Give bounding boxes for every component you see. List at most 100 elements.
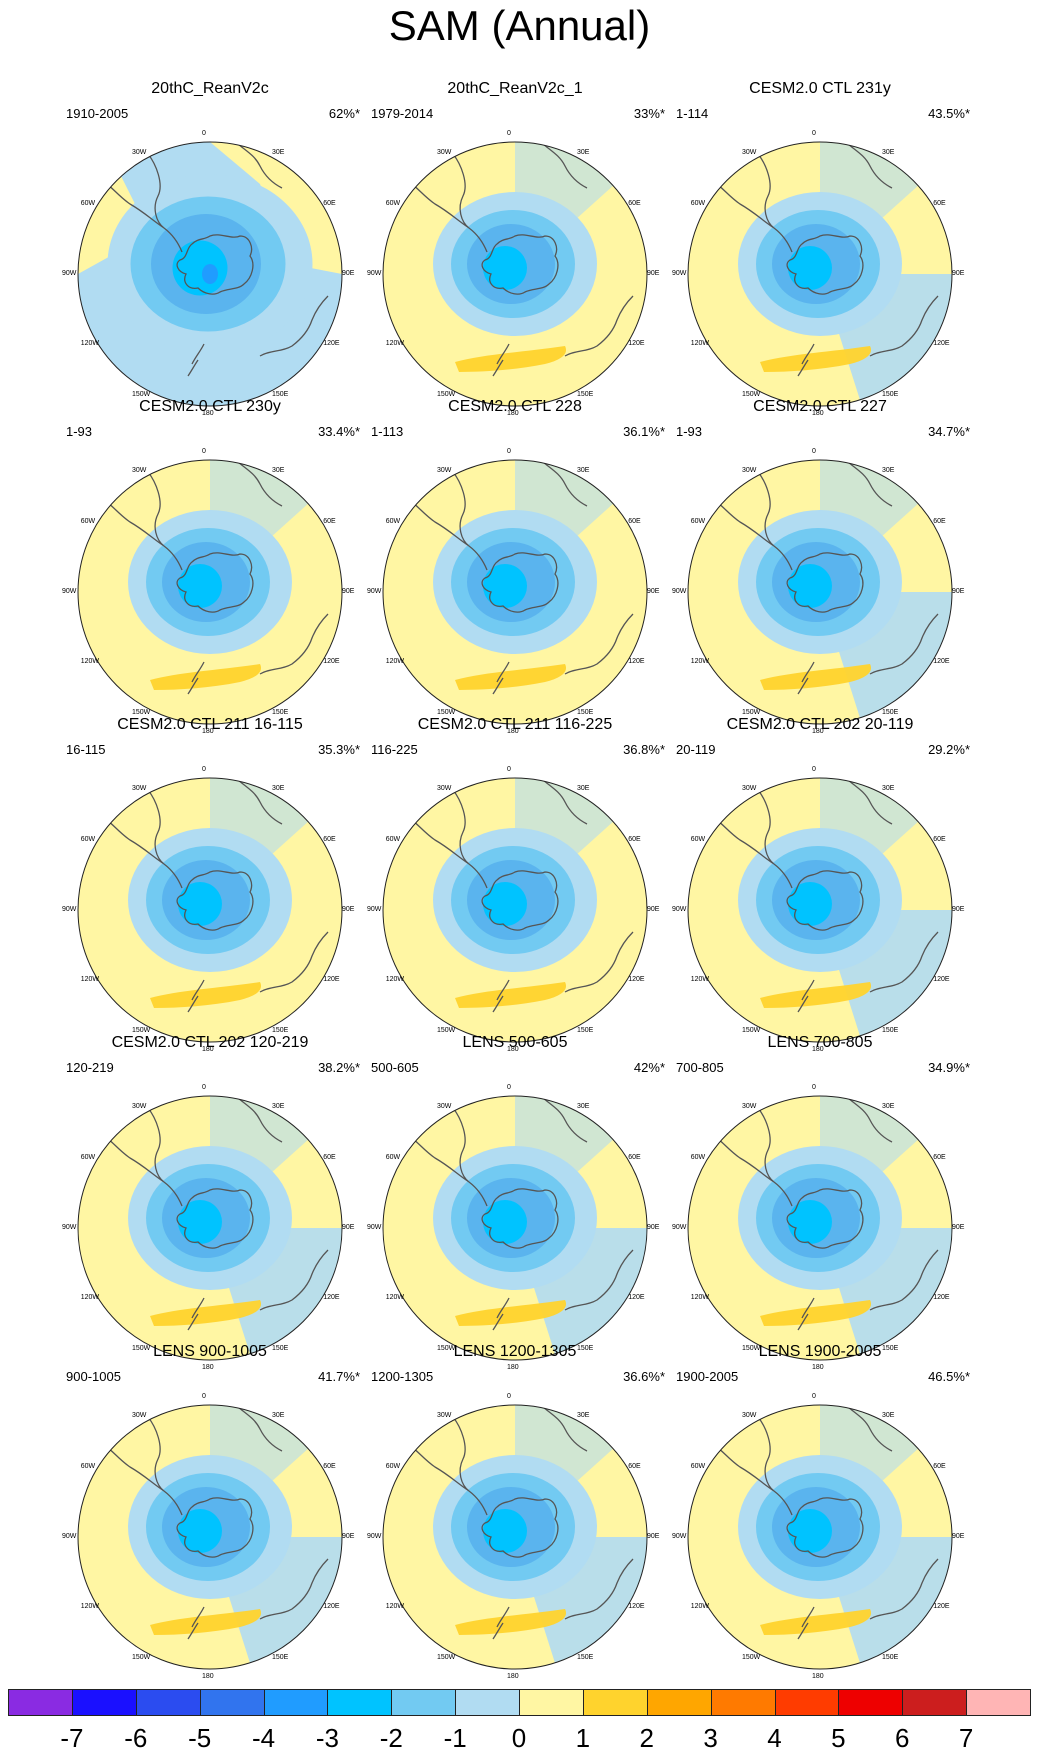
colorbar-tick-label: 1 [575,1723,591,1753]
longitude-label: 180 [202,410,214,417]
polar-stereographic-map [382,777,648,1043]
longitude-label: 0 [202,766,206,773]
panel-period: 1-114 [676,106,709,121]
longitude-label: 30E [577,466,590,474]
longitude-label: 120W [690,658,710,665]
longitude-label: 30E [577,784,590,792]
longitude-label: 180 [812,1673,824,1680]
colorbar-swatch [135,1689,201,1716]
longitude-label: 180 [202,1046,214,1053]
longitude-label: 60W [385,1154,401,1161]
polar-stereographic-map [687,1404,953,1670]
longitude-label: 30W [437,466,452,474]
polar-stereographic-map [382,1095,648,1361]
panel-title: CESM2.0 CTL 202 20-119 [726,716,914,733]
longitude-label: 150W [742,709,761,717]
panel-period: 16-115 [66,742,106,757]
longitude-label: 60W [690,518,706,525]
longitude-label: 30W [437,148,452,156]
longitude-label: 90W [62,1224,77,1231]
longitude-label: 120E [628,340,645,347]
longitude-label: 90E [342,1224,355,1231]
longitude-label: 90W [672,1533,687,1540]
longitude-label: 180 [812,728,824,735]
longitude-label: 120W [385,1603,405,1610]
longitude-label: 30E [882,148,895,156]
panel-title: 20thC_ReanV2c_1 [447,80,583,97]
longitude-label: 60E [628,1154,641,1161]
longitude-label: 90E [952,1224,965,1231]
longitude-label: 90W [367,270,382,277]
longitude-label: 180 [202,728,214,735]
panel-title: LENS 500-605 [462,1034,568,1051]
longitude-label: 60E [933,1154,946,1161]
longitude-label: 30W [132,466,147,474]
map-panel: CESM2.0 CTL 211 116-225 116-225 36.8%* 0 180… [365,716,665,1053]
longitude-label: 150W [742,1654,761,1662]
longitude-label: 150E [882,391,899,399]
colorbar-tick-label: 5 [831,1723,846,1753]
longitude-label: 150E [577,1654,594,1662]
longitude-label: 90E [342,270,355,277]
longitude-label: 150E [882,709,899,717]
longitude-label: 180 [202,1673,214,1680]
longitude-label: 90W [367,588,382,595]
panel-title: CESM2.0 CTL 202 120-219 [111,1034,309,1051]
panel-title: CESM2.0 CTL 230y [139,398,281,415]
panel-title: LENS 900-1005 [153,1343,267,1360]
longitude-label: 0 [507,448,511,455]
longitude-label: 60E [323,1154,336,1161]
map-panel: LENS 700-805 700-805 34.9%* 0 180 30E 60E 90E 12… [670,1034,970,1371]
longitude-label: 90E [342,1533,355,1540]
panel-period: 1900-2005 [676,1369,739,1384]
longitude-label: 60E [323,200,336,207]
longitude-label: 150E [272,391,289,399]
longitude-label: 0 [202,130,206,137]
longitude-label: 60W [385,200,401,207]
longitude-label: 30E [882,1102,895,1110]
longitude-label: 90W [367,1224,382,1231]
longitude-label: 150W [437,1027,456,1035]
longitude-label: 120E [323,1603,340,1610]
longitude-label: 30W [132,1102,147,1110]
map-panel: CESM2.0 CTL 202 120-219 120-219 38.2%* 0 180… [60,1034,360,1371]
map-panel: CESM2.0 CTL 227 1-93 34.7%* 0 180 30E 60E 90E 12… [670,398,970,735]
panel-variance-pct: 43.5%* [928,106,970,121]
longitude-label: 90E [342,906,355,913]
map-panel: CESM2.0 CTL 211 16-115 16-115 35.3%* 0 180 30… [60,716,360,1053]
longitude-label: 30W [132,1411,147,1419]
panel-period: 900-1005 [66,1369,121,1384]
longitude-label: 150E [272,709,289,717]
longitude-label: 150E [272,1027,289,1035]
colorbar-swatch [519,1689,584,1716]
longitude-label: 150W [132,1654,151,1662]
longitude-label: 0 [812,130,816,137]
colorbar-swatch [838,1689,904,1716]
longitude-label: 120W [690,1294,710,1301]
polar-stereographic-map [687,459,953,725]
panel-variance-pct: 33%* [633,106,665,121]
panel-variance-pct: 35.3%* [318,742,360,757]
longitude-label: 60W [690,200,706,207]
longitude-label: 60E [933,200,946,207]
longitude-label: 90E [647,1224,660,1231]
figure-title: SAM (Annual) [388,2,651,49]
longitude-label: 90E [952,588,965,595]
longitude-label: 60W [385,836,401,843]
panel-title: LENS 1200-1305 [453,1343,577,1360]
panel-period: 500-605 [371,1060,419,1075]
map-panel: LENS 500-605 500-605 42%* 0 180 30E 60E 90E 120E… [365,1034,665,1371]
longitude-label: 90W [672,906,687,913]
colorbar-tick-label: -6 [124,1723,148,1753]
polar-stereographic-map [77,459,343,725]
polar-stereographic-map [77,1404,343,1670]
colorbar-tick-label: 4 [767,1723,782,1753]
longitude-label: 120W [80,976,100,983]
longitude-label: 0 [507,130,511,137]
longitude-label: 120W [385,340,405,347]
longitude-label: 90E [342,588,355,595]
longitude-label: 30E [882,784,895,792]
longitude-label: 120E [628,1294,645,1301]
longitude-label: 120E [323,976,340,983]
longitude-label: 120W [80,658,100,665]
